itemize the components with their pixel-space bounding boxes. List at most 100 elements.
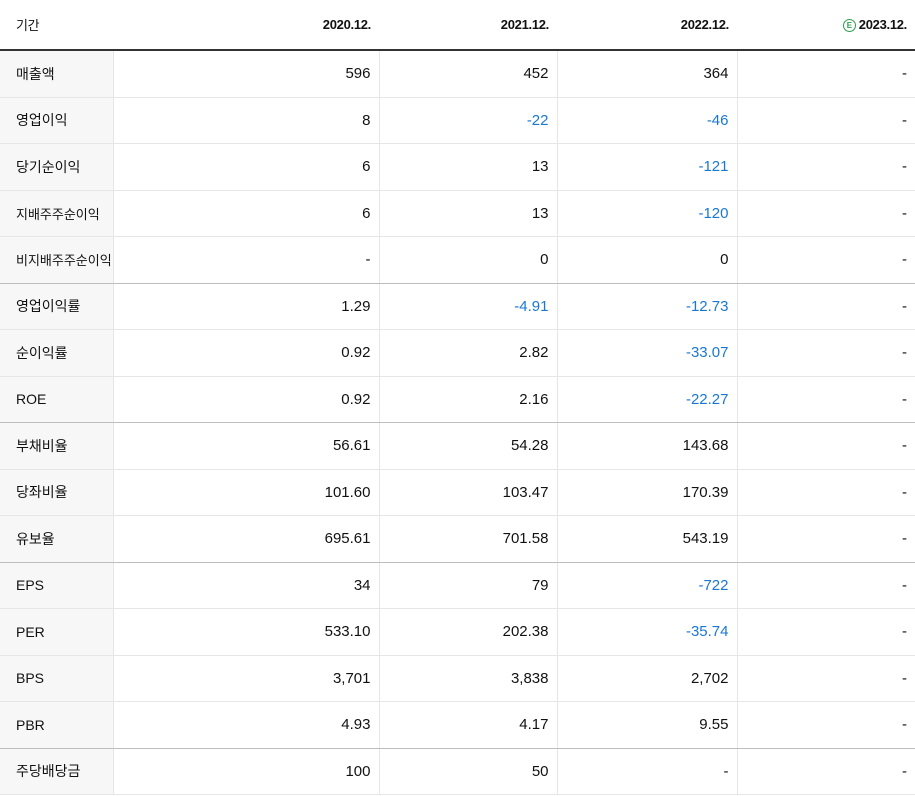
table-cell: -121 <box>556 143 737 191</box>
table-cell: 2.16 <box>378 376 557 423</box>
row-label: 매출액 <box>0 50 113 98</box>
table-cell: 202.38 <box>378 608 557 656</box>
table-row-net-income: 당기순이익 6 13 -121- <box>0 143 915 191</box>
table-cell: - <box>736 608 915 656</box>
table-cell: 170.39 <box>556 469 737 516</box>
table-cell: 13 <box>378 190 557 237</box>
table-cell: 9.55 <box>556 701 737 749</box>
row-label: BPS <box>0 655 113 702</box>
table-cell: -12.73 <box>556 283 737 330</box>
row-label: 영업이익 <box>0 97 113 144</box>
table-cell: - <box>736 190 915 237</box>
table-cell: 13 <box>378 143 557 191</box>
table-cell: -722 <box>556 562 737 609</box>
table-cell: 2.82 <box>378 329 557 377</box>
row-label: 당기순이익 <box>0 143 113 191</box>
table-cell: - <box>736 748 915 795</box>
table-cell: - <box>736 701 915 749</box>
table-cell: 6 <box>112 143 379 191</box>
table-cell: - <box>736 329 915 377</box>
table-row-bps: BPS 3,701 3,838 2,702- <box>0 655 915 702</box>
header-row: 기간 2020.12. 2021.12. 2022.12. E 2023.12. <box>0 0 915 51</box>
table-cell: - <box>736 376 915 423</box>
table-cell: 0.92 <box>112 376 379 423</box>
table-row-operating-margin: 영업이익률 1.29 -4.91 -12.73- <box>0 283 915 330</box>
table-cell: 543.19 <box>556 515 737 563</box>
table-row-debt-ratio: 부채비율 56.61 54.28 143.68- <box>0 422 915 470</box>
table-cell: 4.93 <box>112 701 379 749</box>
table-cell: - <box>736 422 915 470</box>
table-cell: - <box>736 283 915 330</box>
table-cell: -35.74 <box>556 608 737 656</box>
row-label: 비지배주주순이익 <box>0 236 113 284</box>
table-cell: 0.92 <box>112 329 379 377</box>
row-label: 주당배당금 <box>0 748 113 795</box>
table-row-eps: EPS 34 79 -722- <box>0 562 915 609</box>
period-label: 기간 <box>0 0 113 51</box>
period-2021: 2021.12. <box>379 0 557 51</box>
table-cell: - <box>736 50 915 98</box>
table-cell: 596 <box>112 50 379 98</box>
table-cell: 1.29 <box>112 283 379 330</box>
table-cell: 695.61 <box>112 515 379 563</box>
table-row-quick-ratio: 당좌비율 101.60 103.47 170.39- <box>0 469 915 516</box>
row-label: PER <box>0 608 113 656</box>
table-cell: -22 <box>378 97 557 144</box>
table-cell: - <box>736 236 915 284</box>
table-cell: 100 <box>112 748 379 795</box>
table-row-revenue: 매출액 596 452 364- <box>0 50 915 98</box>
table-cell: -4.91 <box>378 283 557 330</box>
row-label: ROE <box>0 376 113 423</box>
table-cell: - <box>736 562 915 609</box>
period-2020: 2020.12. <box>113 0 379 51</box>
table-cell: 3,701 <box>112 655 379 702</box>
table-cell: 8 <box>112 97 379 144</box>
table-cell: 0 <box>378 236 557 284</box>
table-cell: 4.17 <box>378 701 557 749</box>
estimate-icon: E <box>842 19 856 32</box>
table-cell: 701.58 <box>378 515 557 563</box>
table-row-dividend-per-share: 주당배당금 100 50- - <box>0 748 915 795</box>
table-cell: 79 <box>378 562 557 609</box>
row-label: EPS <box>0 562 113 609</box>
row-label: 순이익률 <box>0 329 113 377</box>
table-cell: -120 <box>556 190 737 237</box>
table-row-controlling-net-income: 지배주주순이익 6 13 -120- <box>0 190 915 237</box>
table-cell: - <box>736 469 915 516</box>
row-label: 당좌비율 <box>0 469 113 516</box>
table-cell: 101.60 <box>112 469 379 516</box>
table-cell: -46 <box>556 97 737 144</box>
table-cell: 103.47 <box>378 469 557 516</box>
table-cell: - <box>736 655 915 702</box>
table-row-roe: ROE 0.92 2.16 -22.27- <box>0 376 915 423</box>
period-2022: 2022.12. <box>557 0 737 51</box>
table-row-pbr: PBR 4.93 4.17 9.55- <box>0 701 915 749</box>
table-cell: 3,838 <box>378 655 557 702</box>
table-cell: - <box>112 236 379 284</box>
table-cell: - <box>736 97 915 144</box>
table-row-per: PER 533.10 202.38 -35.74- <box>0 608 915 656</box>
table-cell: - <box>736 143 915 191</box>
period-2023-label: 2023.12. <box>858 17 908 32</box>
table-row-reserve-ratio: 유보율 695.61 701.58 543.19- <box>0 515 915 563</box>
table-cell: 50 <box>378 748 557 795</box>
table-cell: - <box>556 748 737 795</box>
table-cell: 452 <box>378 50 557 98</box>
table-cell: 2,702 <box>556 655 737 702</box>
row-label: 지배주주순이익 <box>0 190 113 237</box>
table-cell: 6 <box>112 190 379 237</box>
table-cell: 143.68 <box>556 422 737 470</box>
table-cell: - <box>736 515 915 563</box>
row-label: PBR <box>0 701 113 749</box>
table-row-net-margin: 순이익률 0.92 2.82 -33.07- <box>0 329 915 377</box>
period-2023-estimate: E 2023.12. <box>737 0 915 51</box>
row-label: 유보율 <box>0 515 113 563</box>
table-cell: 54.28 <box>378 422 557 470</box>
table-cell: -33.07 <box>556 329 737 377</box>
table-row-operating-profit: 영업이익 8 -22 -46- <box>0 97 915 144</box>
table-cell: 533.10 <box>112 608 379 656</box>
row-label: 부채비율 <box>0 422 113 470</box>
table-row-noncontrolling-net-income: 비지배주주순이익 -0 0- <box>0 236 915 284</box>
table-cell: -22.27 <box>556 376 737 423</box>
